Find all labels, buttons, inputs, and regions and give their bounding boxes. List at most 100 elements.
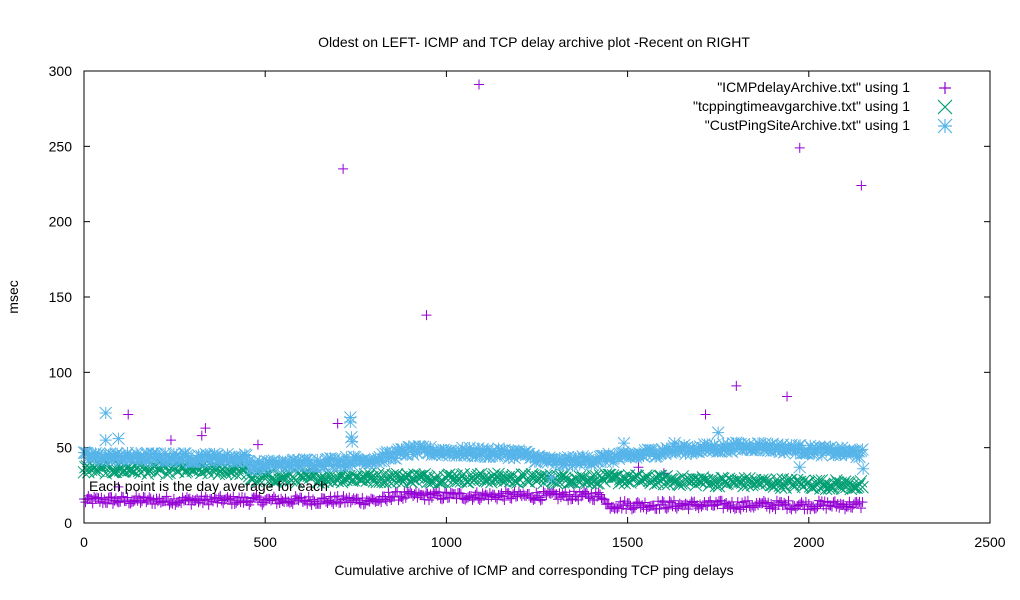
data-point <box>192 448 205 462</box>
data-point <box>577 451 591 465</box>
data-point <box>593 487 604 498</box>
data-point <box>463 473 476 487</box>
data-point <box>613 501 624 512</box>
data-point <box>450 469 463 483</box>
x-tick-label: 1500 <box>612 534 643 550</box>
data-point <box>838 475 852 489</box>
data-point <box>750 443 763 456</box>
data-point <box>373 496 384 506</box>
data-point <box>712 479 726 493</box>
data-point <box>87 498 98 509</box>
y-tick-label: 50 <box>56 440 72 456</box>
data-point <box>364 471 378 484</box>
data-point <box>315 498 326 509</box>
data-point <box>500 473 514 486</box>
data-point <box>599 455 613 469</box>
data-point <box>240 449 253 462</box>
data-point <box>831 442 845 455</box>
data-point <box>340 473 353 487</box>
data-point <box>225 493 236 504</box>
data-point <box>80 446 94 460</box>
data-point <box>421 487 432 498</box>
data-point <box>163 466 176 480</box>
data-point <box>389 452 403 465</box>
data-point <box>714 444 727 458</box>
data-point <box>809 503 820 514</box>
data-point <box>128 496 139 507</box>
data-point <box>645 444 659 458</box>
outlier-point <box>421 310 432 321</box>
data-point <box>856 443 869 456</box>
data-point <box>684 499 695 510</box>
data-point <box>200 491 211 502</box>
data-point <box>428 487 439 498</box>
data-point <box>90 450 104 464</box>
data-point <box>150 499 161 510</box>
data-point <box>789 476 803 490</box>
data-point <box>308 494 319 505</box>
data-point <box>344 492 355 503</box>
data-point <box>735 504 746 515</box>
data-point <box>521 490 532 501</box>
data-point <box>673 445 687 458</box>
data-point <box>461 446 475 459</box>
data-point <box>490 492 501 503</box>
data-point <box>553 453 566 466</box>
data-point <box>564 489 575 500</box>
data-point <box>331 496 342 507</box>
data-point <box>377 454 391 468</box>
data-point <box>113 454 127 468</box>
x-tick-label: 500 <box>254 534 278 550</box>
data-point <box>671 477 685 491</box>
data-point <box>502 470 516 484</box>
data-point <box>560 487 571 498</box>
data-point <box>680 498 691 509</box>
data-point <box>419 494 430 505</box>
outlier-point <box>113 481 124 492</box>
data-point <box>284 461 298 475</box>
axes: 0 500 1000 1500 2000 2500 0 50 100 150 200 250 300 <box>49 63 1006 550</box>
data-point <box>848 445 862 458</box>
data-point <box>468 492 479 503</box>
data-point <box>471 442 485 455</box>
data-point <box>606 455 620 469</box>
data-point <box>392 474 405 488</box>
data-point <box>369 453 382 466</box>
data-point <box>424 440 437 454</box>
data-point <box>803 499 814 510</box>
data-point <box>386 446 400 459</box>
data-point <box>612 452 626 466</box>
data-point <box>573 458 587 471</box>
data-point <box>257 499 268 510</box>
outlier-point <box>165 435 176 446</box>
data-point <box>528 455 542 469</box>
data-point <box>803 439 817 453</box>
x-tick-label: 2500 <box>974 534 1005 550</box>
data-point <box>202 466 216 480</box>
outlier-point <box>200 423 211 434</box>
data-point <box>474 495 485 506</box>
x-tick-label: 1000 <box>431 534 462 550</box>
data-point <box>135 497 146 508</box>
data-point <box>296 456 310 470</box>
data-point <box>103 492 114 503</box>
data-point <box>721 437 734 451</box>
data-point <box>738 501 749 512</box>
data-point <box>548 458 562 471</box>
data-point <box>611 502 622 513</box>
plot-frame <box>83 70 991 524</box>
data-point <box>228 491 239 502</box>
data-point <box>484 475 498 489</box>
data-point <box>100 452 114 466</box>
outlier-point <box>793 460 807 474</box>
data-point <box>628 503 639 514</box>
data-point <box>787 441 801 455</box>
data-point <box>537 494 548 505</box>
data-point <box>263 456 276 470</box>
data-point <box>454 487 465 498</box>
outlier-point <box>99 433 113 447</box>
y-tick-label: 300 <box>49 63 73 79</box>
data-point <box>211 449 224 462</box>
data-point <box>732 496 743 507</box>
outlier-point <box>112 432 125 445</box>
